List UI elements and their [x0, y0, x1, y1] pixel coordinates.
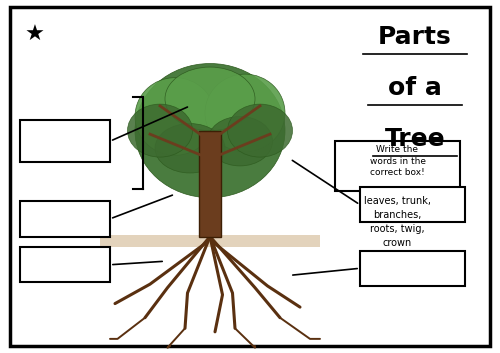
Text: of a: of a — [388, 76, 442, 100]
Ellipse shape — [208, 116, 272, 166]
Text: ★: ★ — [25, 25, 45, 45]
Ellipse shape — [155, 124, 225, 173]
Bar — [20, 247, 110, 282]
Bar — [20, 201, 110, 237]
Text: Write the
words in the
correct box!: Write the words in the correct box! — [370, 145, 426, 177]
Bar — [360, 187, 465, 222]
Ellipse shape — [128, 104, 192, 157]
Bar — [335, 141, 460, 191]
Ellipse shape — [135, 64, 285, 198]
Bar — [20, 120, 110, 162]
Text: leaves, trunk,
branches,
roots, twig,
crown: leaves, trunk, branches, roots, twig, cr… — [364, 196, 431, 248]
Text: Tree: Tree — [384, 127, 446, 151]
Ellipse shape — [205, 74, 285, 152]
Ellipse shape — [165, 67, 255, 131]
Bar — [360, 251, 465, 286]
Text: Parts: Parts — [378, 25, 452, 49]
Ellipse shape — [228, 104, 292, 157]
Bar — [100, 235, 320, 247]
Ellipse shape — [135, 78, 215, 155]
Bar — [199, 131, 221, 237]
